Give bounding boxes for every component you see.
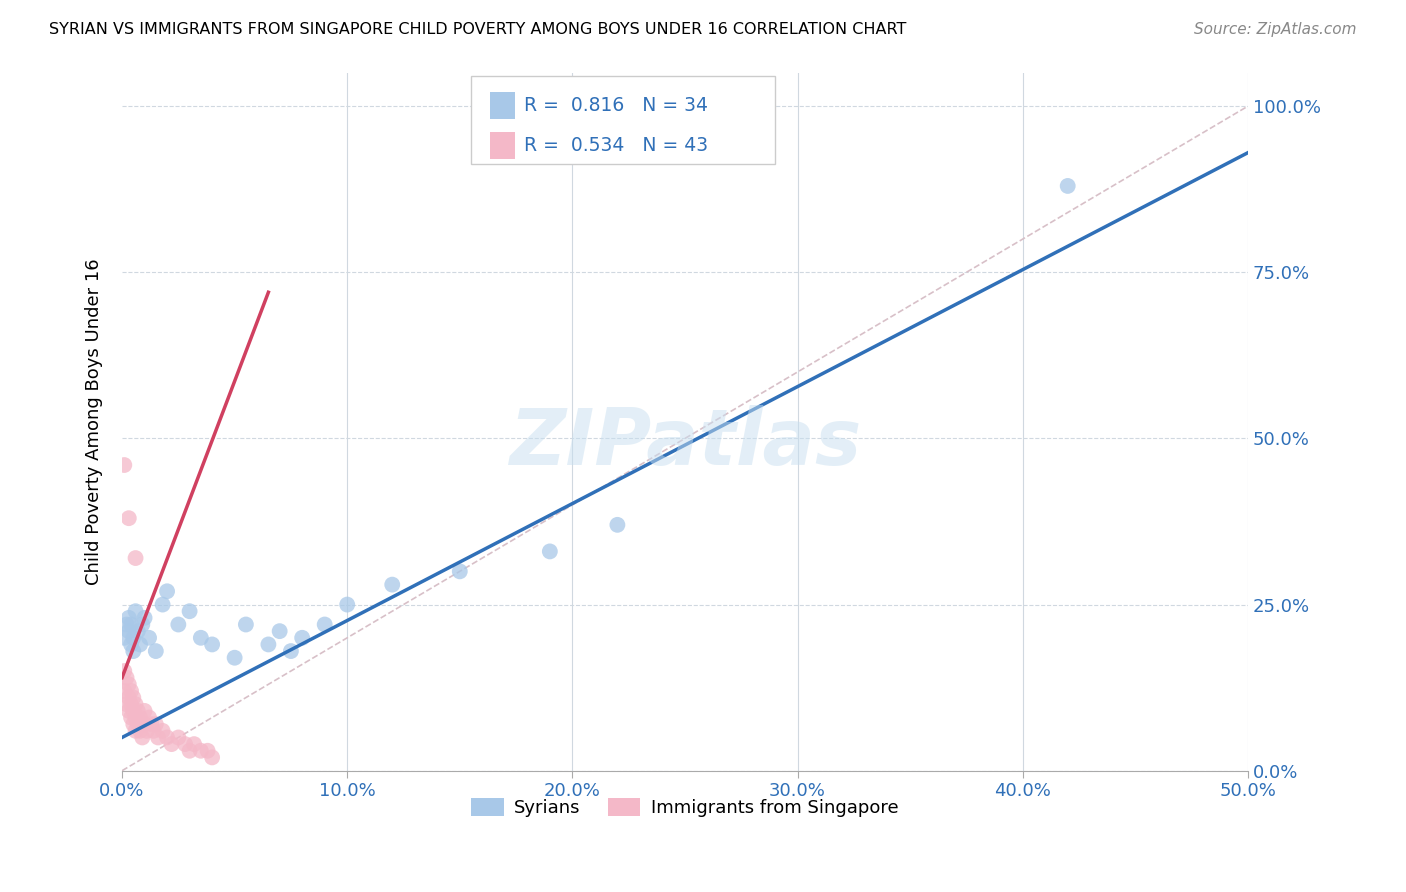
- Text: R =  0.534   N = 43: R = 0.534 N = 43: [524, 136, 709, 155]
- Y-axis label: Child Poverty Among Boys Under 16: Child Poverty Among Boys Under 16: [86, 259, 103, 585]
- Point: [112, 458, 135, 472]
- Point: [118, 624, 141, 639]
- Point: [336, 598, 359, 612]
- Point: [381, 577, 404, 591]
- Point: [118, 690, 141, 705]
- Point: [124, 551, 146, 566]
- Point: [115, 698, 138, 712]
- Point: [122, 690, 145, 705]
- Point: [131, 617, 153, 632]
- Point: [291, 631, 314, 645]
- Point: [167, 731, 190, 745]
- Point: [122, 717, 145, 731]
- Point: [141, 717, 163, 731]
- Point: [129, 723, 152, 738]
- Point: [156, 584, 179, 599]
- Point: [118, 511, 141, 525]
- Bar: [491, 93, 515, 119]
- Point: [120, 637, 142, 651]
- Point: [134, 717, 156, 731]
- Point: [142, 723, 165, 738]
- Point: [179, 744, 201, 758]
- FancyBboxPatch shape: [471, 77, 775, 164]
- Point: [201, 750, 224, 764]
- Point: [449, 565, 471, 579]
- Point: [120, 710, 142, 724]
- Point: [131, 717, 153, 731]
- Point: [122, 704, 145, 718]
- Point: [190, 631, 212, 645]
- Point: [120, 684, 142, 698]
- Point: [145, 644, 167, 658]
- Point: [127, 717, 149, 731]
- Point: [122, 644, 145, 658]
- Point: [190, 744, 212, 758]
- Point: [280, 644, 302, 658]
- Point: [167, 617, 190, 632]
- Point: [138, 710, 160, 724]
- Text: Source: ZipAtlas.com: Source: ZipAtlas.com: [1194, 22, 1357, 37]
- Point: [131, 731, 153, 745]
- Point: [129, 710, 152, 724]
- Point: [269, 624, 291, 639]
- Point: [124, 723, 146, 738]
- Point: [160, 737, 183, 751]
- Point: [174, 737, 197, 751]
- Point: [124, 710, 146, 724]
- Point: [127, 704, 149, 718]
- Point: [224, 650, 246, 665]
- Point: [120, 617, 142, 632]
- Point: [115, 617, 138, 632]
- Point: [127, 624, 149, 639]
- Point: [122, 631, 145, 645]
- Point: [235, 617, 257, 632]
- Point: [201, 637, 224, 651]
- Point: [314, 617, 336, 632]
- Point: [146, 731, 169, 745]
- Point: [135, 723, 157, 738]
- Text: SYRIAN VS IMMIGRANTS FROM SINGAPORE CHILD POVERTY AMONG BOYS UNDER 16 CORRELATIO: SYRIAN VS IMMIGRANTS FROM SINGAPORE CHIL…: [49, 22, 907, 37]
- Point: [118, 611, 141, 625]
- Point: [112, 631, 135, 645]
- Point: [1056, 178, 1078, 193]
- Point: [112, 684, 135, 698]
- Point: [134, 704, 156, 718]
- Point: [538, 544, 561, 558]
- Point: [124, 698, 146, 712]
- Point: [112, 664, 135, 678]
- Point: [118, 677, 141, 691]
- Bar: [491, 133, 515, 159]
- Point: [197, 744, 219, 758]
- Point: [152, 723, 174, 738]
- Point: [115, 671, 138, 685]
- Point: [145, 717, 167, 731]
- Point: [118, 704, 141, 718]
- Text: R =  0.816   N = 34: R = 0.816 N = 34: [524, 96, 709, 115]
- Point: [129, 637, 152, 651]
- Point: [120, 698, 142, 712]
- Point: [179, 604, 201, 618]
- Point: [257, 637, 280, 651]
- Point: [183, 737, 205, 751]
- Point: [156, 731, 179, 745]
- Point: [134, 611, 156, 625]
- Text: ZIPatlas: ZIPatlas: [509, 405, 860, 481]
- Legend: Syrians, Immigrants from Singapore: Syrians, Immigrants from Singapore: [464, 790, 905, 824]
- Point: [152, 598, 174, 612]
- Point: [606, 517, 628, 532]
- Point: [138, 631, 160, 645]
- Point: [124, 604, 146, 618]
